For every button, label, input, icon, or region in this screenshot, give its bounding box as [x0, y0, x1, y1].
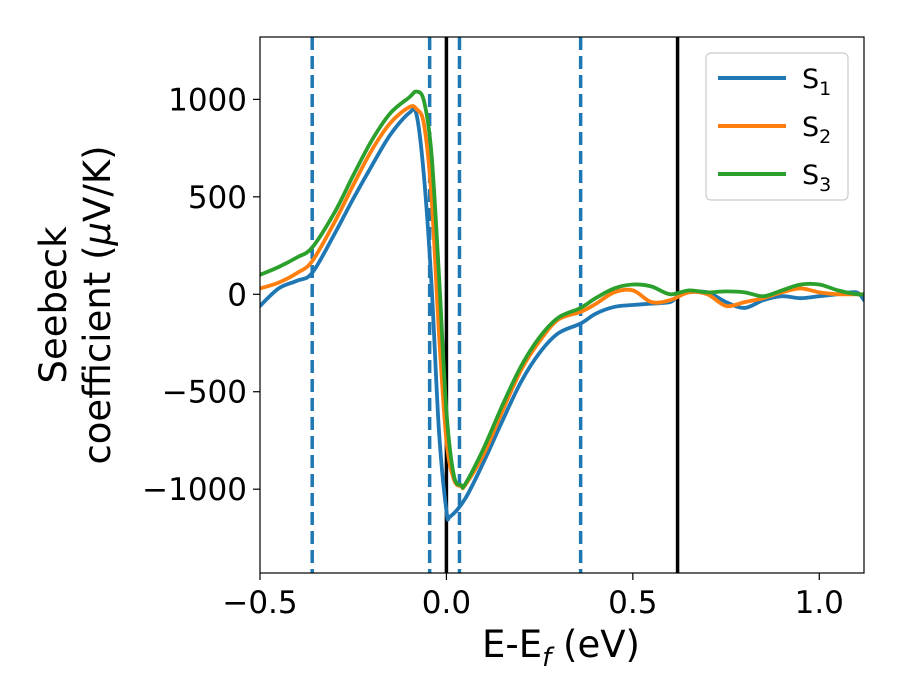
x-tick-label: 0.5	[608, 585, 657, 621]
series-line-s3	[260, 89, 864, 490]
series-line-s2	[260, 104, 864, 491]
y-tick-label: 1000	[168, 82, 247, 118]
x-tick-label: 1.0	[795, 585, 844, 621]
x-tick-label: 0.0	[422, 585, 471, 621]
y-axis-title-line1: Seebeck	[32, 226, 75, 384]
legend-label-s3: S3	[802, 160, 831, 196]
x-axis-title: E-Ef (eV)	[482, 623, 640, 673]
legend: S1 S2 S3	[705, 52, 849, 201]
y-axis-title-mu: μ	[76, 222, 119, 247]
y-tick-label: −500	[162, 375, 247, 411]
x-tick-label: −0.5	[222, 585, 297, 621]
y-axis-title-line2: coefficient (μV/K)	[76, 145, 119, 464]
legend-label-s2: S2	[802, 112, 831, 148]
y-axis-title-unit: V/K)	[76, 145, 119, 221]
x-axis-title-unit: (eV)	[551, 623, 640, 666]
legend-label-s1: S1	[802, 64, 831, 100]
series-line-s1	[260, 106, 864, 522]
plot-frame	[259, 36, 865, 574]
y-tick-label: −1000	[142, 472, 247, 508]
y-tick-label: 500	[188, 180, 247, 216]
y-tick-label: 0	[227, 277, 247, 313]
